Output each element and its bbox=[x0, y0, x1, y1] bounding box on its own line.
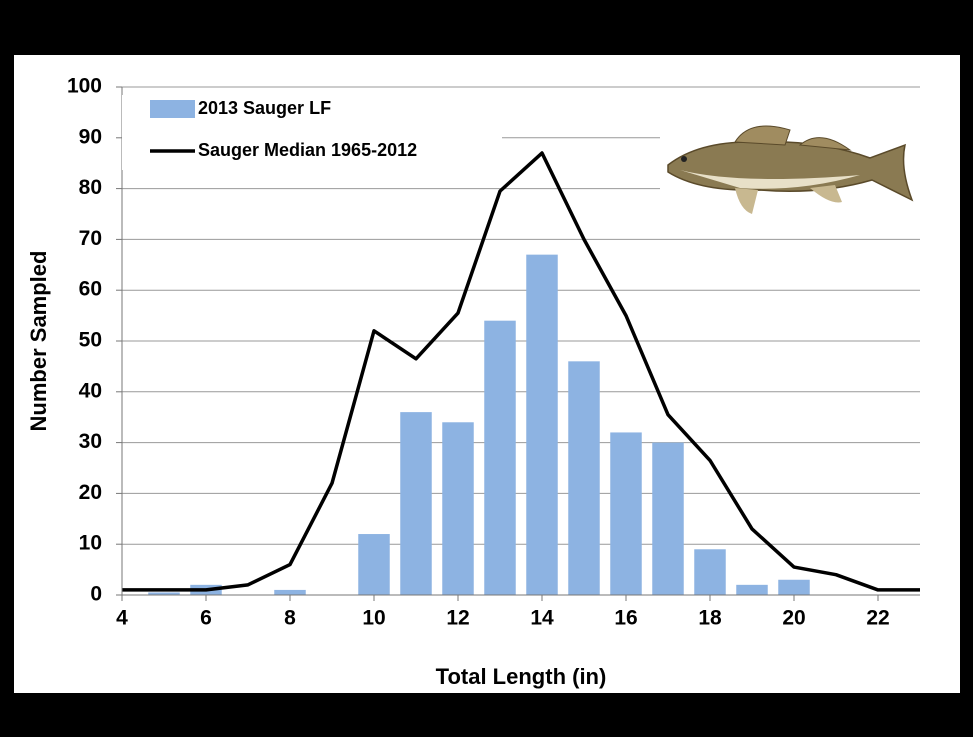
x-tick-label: 14 bbox=[530, 607, 554, 630]
y-tick-label: 70 bbox=[79, 227, 102, 250]
fish-illustration bbox=[660, 118, 922, 218]
bar bbox=[736, 584, 768, 595]
legend-label: 2013 Sauger LF bbox=[198, 98, 331, 118]
bar bbox=[652, 442, 684, 595]
bar bbox=[694, 549, 726, 595]
bar bbox=[400, 412, 432, 595]
x-tick-label: 16 bbox=[614, 607, 637, 630]
x-tick-label: 10 bbox=[362, 607, 385, 630]
x-tick-label: 12 bbox=[446, 607, 469, 630]
bar bbox=[568, 361, 600, 595]
bar bbox=[526, 254, 558, 595]
line bbox=[122, 151, 920, 592]
x-tick-label: 6 bbox=[200, 607, 212, 630]
bar bbox=[484, 320, 516, 595]
x-axis-title: Total Length (in) bbox=[436, 664, 607, 689]
y-axis-title: Number Sampled bbox=[26, 251, 51, 432]
x-tick-label: 4 bbox=[116, 607, 128, 630]
y-tick-label: 50 bbox=[79, 329, 102, 352]
x-tick-label: 20 bbox=[782, 607, 805, 630]
x-tick-label: 22 bbox=[866, 607, 889, 630]
y-tick-label: 90 bbox=[79, 125, 102, 148]
bar bbox=[778, 579, 810, 595]
y-tick-label: 60 bbox=[79, 278, 102, 301]
y-tick-label: 80 bbox=[79, 176, 102, 199]
y-tick-label: 10 bbox=[79, 532, 102, 555]
x-tick-label: 8 bbox=[284, 607, 296, 630]
bar bbox=[274, 589, 306, 595]
y-tick-label: 40 bbox=[79, 379, 102, 402]
legend-swatch bbox=[150, 100, 195, 118]
y-tick-label: 100 bbox=[67, 75, 102, 98]
bar bbox=[610, 432, 642, 595]
legend-label: Sauger Median 1965-2012 bbox=[198, 140, 417, 160]
y-tick-label: 30 bbox=[79, 430, 102, 453]
bar bbox=[442, 422, 474, 595]
y-tick-label: 0 bbox=[90, 583, 102, 606]
bar bbox=[358, 534, 390, 595]
y-tick-label: 20 bbox=[79, 481, 102, 504]
x-tick-label: 18 bbox=[698, 607, 722, 630]
bar bbox=[148, 592, 180, 595]
